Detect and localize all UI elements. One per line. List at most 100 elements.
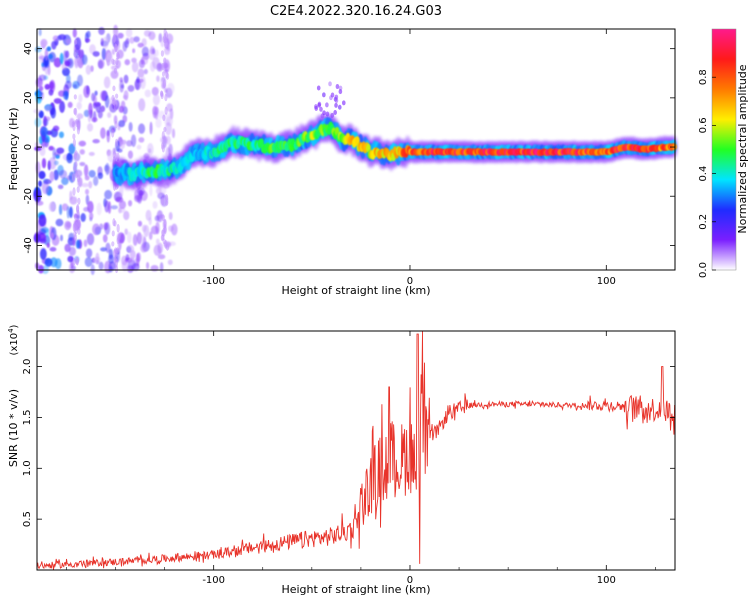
spectrogram-noise-speckle xyxy=(168,212,173,221)
spectrogram-ridge-cell xyxy=(337,104,342,110)
spectrogram-noise-speckle xyxy=(100,127,106,139)
spectrogram-ridge-cell xyxy=(330,92,335,98)
spectrogram-noise-speckle xyxy=(161,234,165,241)
spectrogram-noise-speckle xyxy=(153,49,159,57)
spectrogram-noise-speckle xyxy=(111,48,115,55)
spectrogram-noise-speckle xyxy=(138,234,146,246)
spectrogram-noise-speckle xyxy=(63,50,68,64)
snr-x-tick-label: -100 xyxy=(202,575,225,586)
spectrogram-noise-speckle xyxy=(48,157,57,170)
spectrogram-noise-speckle xyxy=(116,223,120,233)
spectrogram-noise-speckle xyxy=(76,74,84,87)
spectrogram-noise-speckle xyxy=(70,256,74,269)
spectrogram-noise-speckle xyxy=(72,138,76,148)
spectrogram-noise-speckle xyxy=(100,38,104,47)
spectrogram-ridge-cell xyxy=(335,84,340,90)
spectrogram-noise-speckle xyxy=(111,241,115,247)
spectrogram-noise-speckle xyxy=(76,113,84,120)
spectrogram-noise-speckle xyxy=(119,80,124,93)
spectrogram-noise-speckle xyxy=(66,153,73,164)
spectrogram-noise-speckle xyxy=(74,161,78,168)
spectrogram-ridge-cell xyxy=(334,102,338,108)
spectrogram-noise-speckle xyxy=(163,226,167,234)
spectrogram-noise-speckle xyxy=(34,117,42,128)
spectrogram-noise-speckle xyxy=(118,200,127,210)
spectrogram-noise-speckle xyxy=(41,181,50,195)
spectrogram-y-tick-label: -40 xyxy=(23,237,34,253)
spectrogram-noise-speckle xyxy=(38,214,47,227)
spectrogram-noise-speckle xyxy=(71,121,75,127)
spectrogram-noise-speckle xyxy=(55,218,64,227)
spectrogram-noise-speckle xyxy=(127,150,134,159)
spectrogram-noise-speckle xyxy=(71,173,76,182)
snr-series-line xyxy=(36,330,676,570)
spectrogram-noise-speckle xyxy=(74,39,78,45)
spectrogram-ridge-cell xyxy=(338,89,343,95)
spectrogram-noise-speckle xyxy=(161,71,166,77)
spectrogram-noise-speckle xyxy=(105,242,111,253)
spectrogram-noise-speckle xyxy=(164,70,169,79)
spectrogram-noise-speckle xyxy=(73,108,77,115)
spectrogram-noise-speckle xyxy=(138,98,146,112)
spectrogram-noise-speckle xyxy=(157,254,166,260)
spectrogram-noise-speckle xyxy=(114,120,118,129)
colorbar-tick-label: 0.2 xyxy=(698,214,709,230)
spectrogram-noise-speckle xyxy=(85,248,93,258)
spectrogram-noise-speckle xyxy=(102,36,109,49)
spectrogram-noise-speckle xyxy=(123,210,130,221)
spectrogram-noise-speckle xyxy=(58,204,63,216)
spectrogram-noise-speckle xyxy=(128,257,135,266)
spectrogram-noise-speckle xyxy=(140,243,148,253)
spectrogram-noise-speckle xyxy=(53,57,62,68)
spectrogram-noise-speckle xyxy=(112,150,116,159)
spectrogram-noise-speckle xyxy=(80,213,86,222)
spectrogram-noise-speckle xyxy=(155,238,160,245)
spectrogram-noise-speckle xyxy=(161,214,165,222)
spectrogram-noise-speckle xyxy=(46,242,50,248)
spectrogram-noise-speckle xyxy=(111,129,115,138)
spectrogram-noise-speckle xyxy=(123,90,129,101)
spectrogram-noise-speckle xyxy=(54,160,59,166)
snr-y-scale-label: (x104) xyxy=(7,324,20,355)
spectrogram-noise-speckle xyxy=(165,200,169,206)
spectrogram-noise-speckle xyxy=(52,125,60,132)
spectrogram-noise-speckle xyxy=(49,81,55,90)
spectrogram-ridge-cell xyxy=(322,92,326,98)
spectrogram-noise-speckle xyxy=(72,258,76,266)
spectrogram-noise-speckle xyxy=(46,46,52,52)
spectrogram-noise-speckle xyxy=(168,225,174,232)
spectrogram-noise-speckle xyxy=(41,157,47,169)
spectrogram-noise-speckle xyxy=(81,182,89,188)
spectrogram-noise-speckle xyxy=(50,257,58,268)
snr-x-label: Height of straight line (km) xyxy=(281,583,430,596)
spectrogram-noise-speckle xyxy=(149,121,153,135)
spectrogram-noise-speckle xyxy=(152,56,160,70)
spectrogram-noise-speckle xyxy=(66,205,70,219)
spectrogram-noise-speckle xyxy=(159,262,164,273)
spectrogram-noise-speckle xyxy=(64,60,71,67)
spectrogram-noise-speckle xyxy=(38,28,42,37)
spectrogram-noise-speckle xyxy=(102,234,108,243)
spectrogram-noise-speckle xyxy=(76,204,80,213)
spectrogram-noise-speckle xyxy=(65,38,72,45)
spectrogram-noise-speckle xyxy=(112,59,116,66)
spectrogram-noise-speckle xyxy=(168,143,173,157)
spectrogram-noise-speckle xyxy=(48,53,54,60)
spectrogram-noise-speckle xyxy=(127,84,135,92)
spectrogram-x-tick-label: -100 xyxy=(202,276,225,287)
spectrogram-noise-speckle xyxy=(35,200,44,206)
spectrogram-y-tick-label: 20 xyxy=(23,91,34,104)
spectrogram-noise-speckle xyxy=(73,224,77,232)
spectrogram-noise-speckle xyxy=(133,36,140,43)
spectrogram-noise-speckle xyxy=(86,233,95,246)
spectrogram-noise-speckle xyxy=(68,246,76,257)
spectrogram-noise-speckle xyxy=(113,220,117,227)
spectrogram-noise-speckle xyxy=(44,257,53,267)
spectrogram-noise-speckle xyxy=(155,221,160,235)
spectrogram-panel: -100 0 100 -40 -20 0 20 40 Height of straight … xyxy=(7,24,678,297)
snr-y-label: SNR (10 * v/v) xyxy=(7,389,20,467)
spectrogram-noise-speckle xyxy=(165,243,170,251)
spectrogram-noise-speckle xyxy=(58,131,64,139)
spectrogram-ridge-cell xyxy=(322,110,326,116)
spectrogram-ridge-cell xyxy=(319,106,323,112)
